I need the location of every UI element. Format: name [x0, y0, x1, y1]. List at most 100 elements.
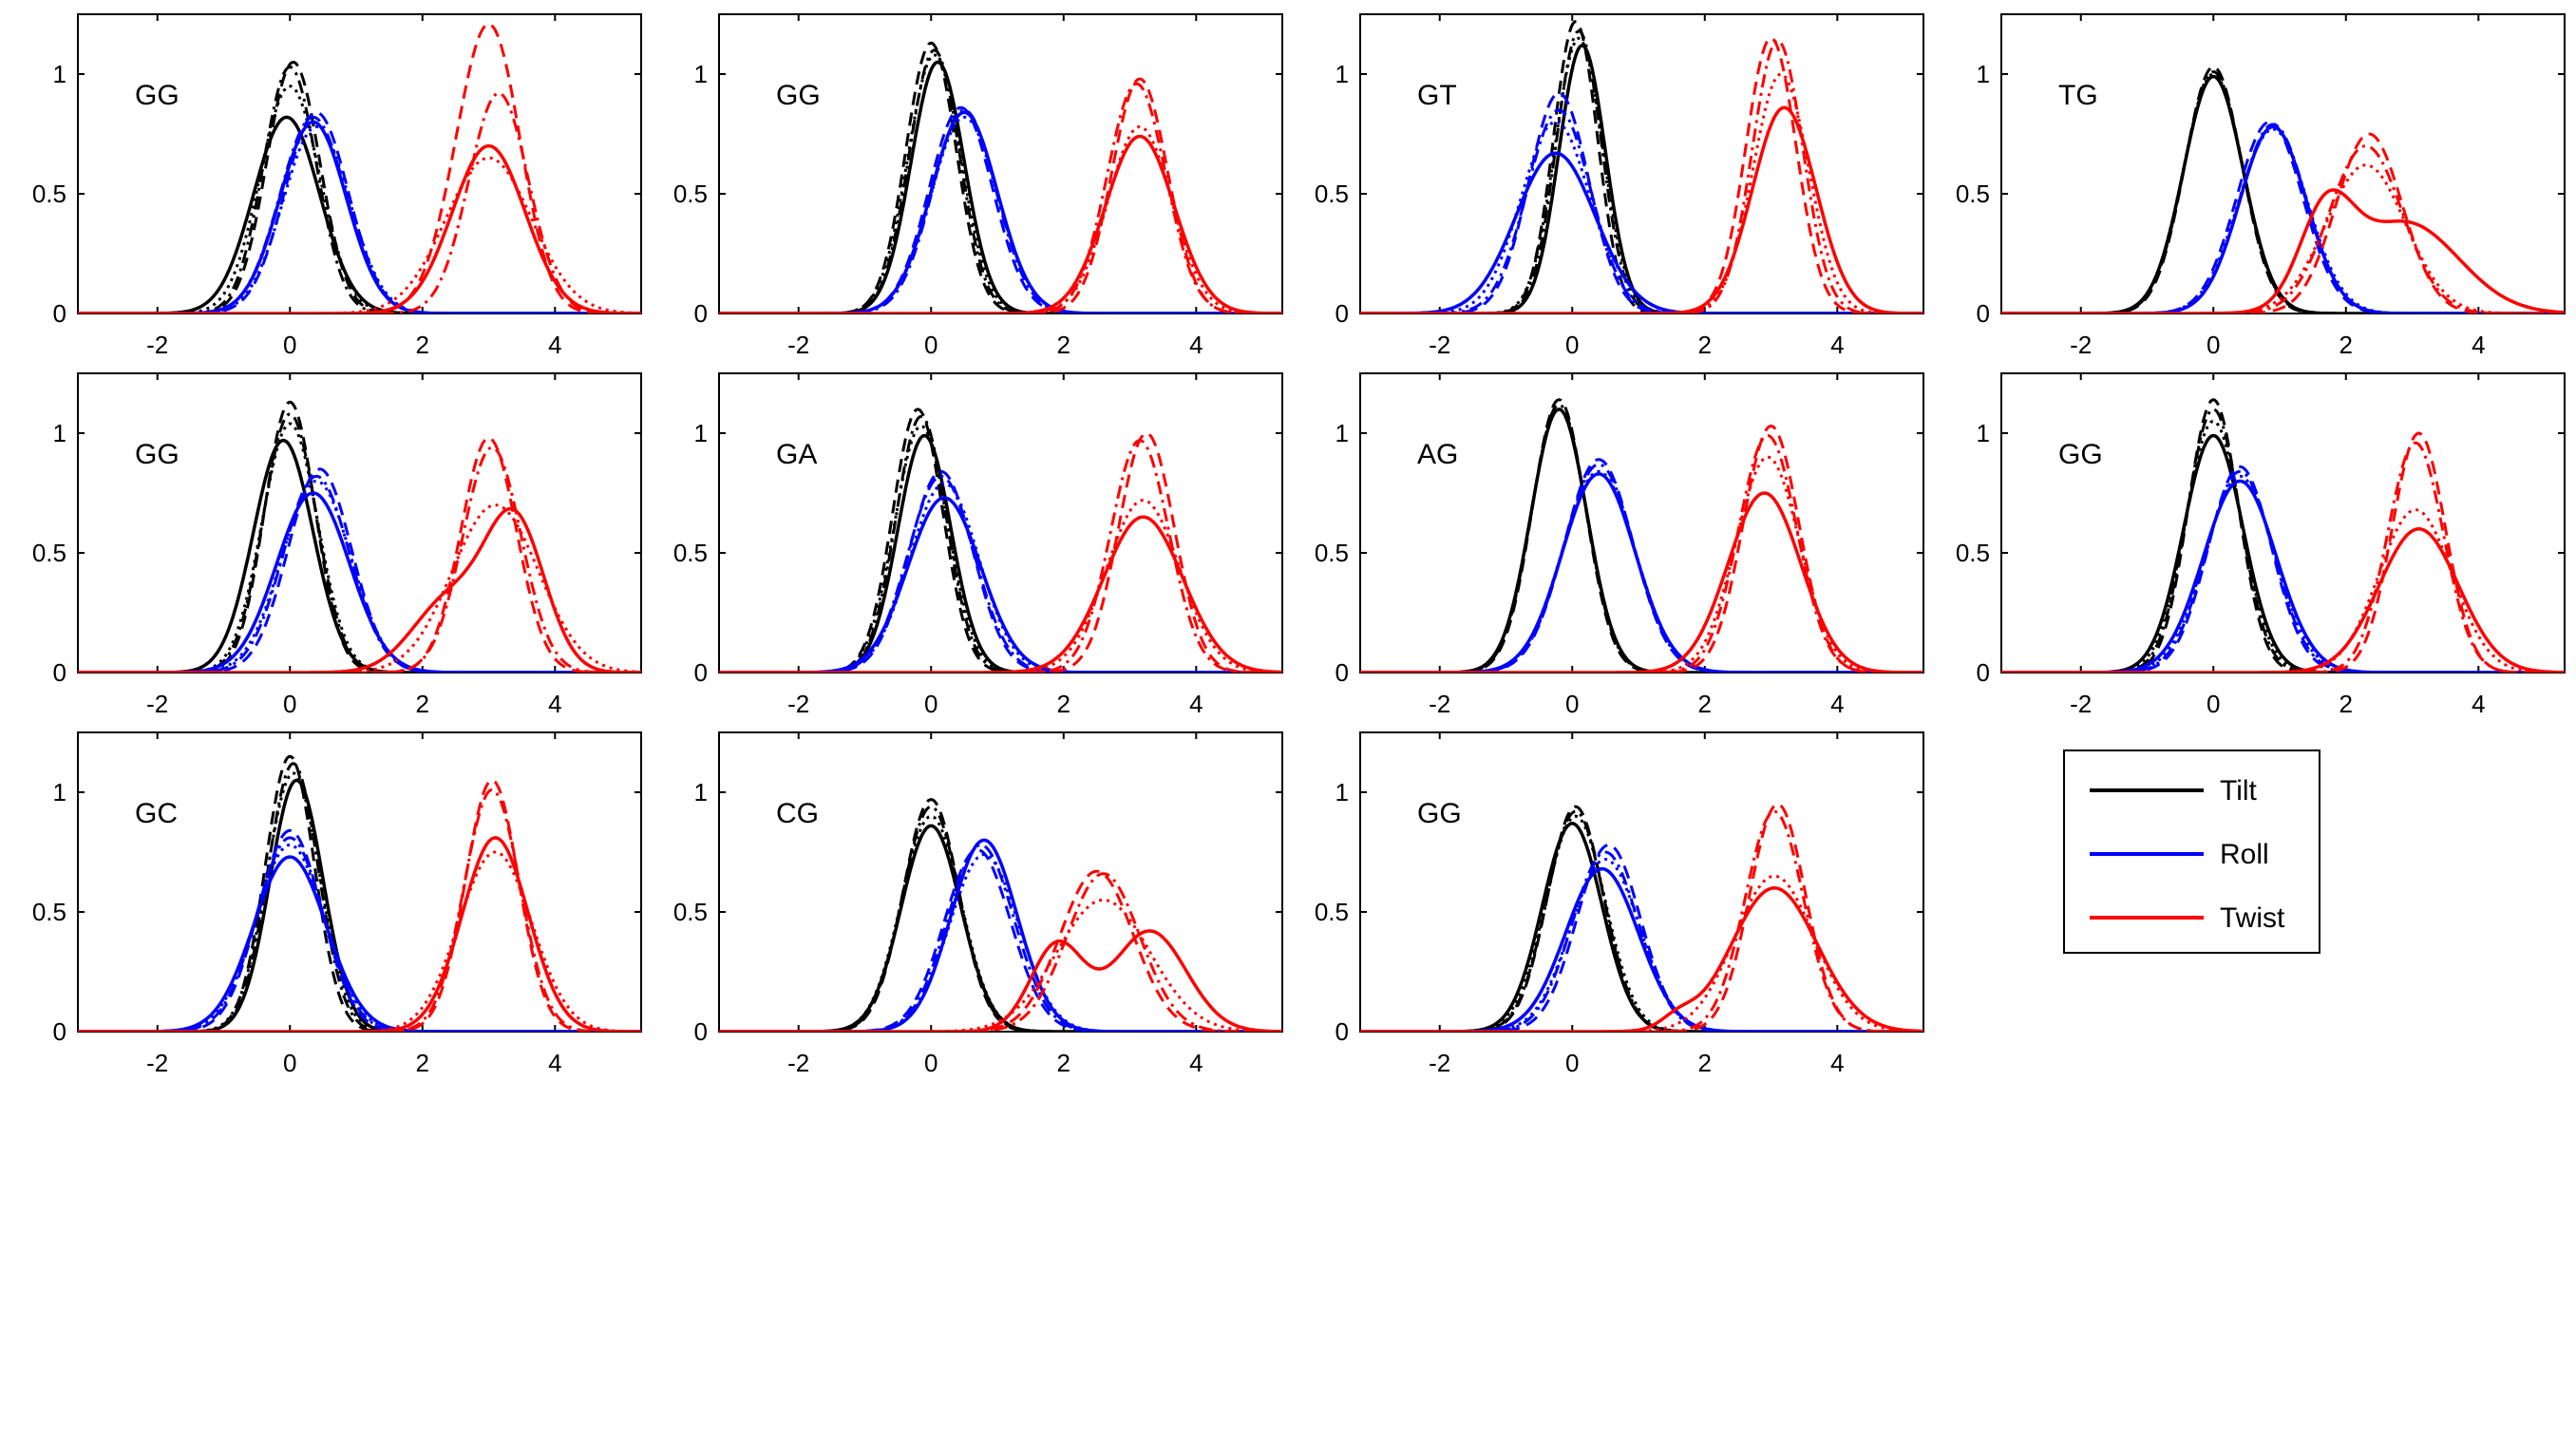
twist-dotted-curve — [2001, 508, 2565, 673]
y-tick-label: 0 — [1335, 658, 1349, 687]
tilt-dotted-curve — [719, 53, 1282, 313]
tilt-solid-curve — [78, 778, 641, 1032]
y-tick-label: 0 — [53, 1017, 66, 1046]
x-tick-label: 4 — [548, 690, 561, 718]
curves — [78, 400, 641, 673]
y-tick-label: 0.5 — [1315, 539, 1349, 567]
x-tick-label: 2 — [1698, 331, 1712, 359]
axes-frame — [77, 731, 642, 1033]
x-tick-label: 2 — [416, 690, 429, 718]
y-tick-label: 0.5 — [1956, 539, 1990, 567]
x-tick-label: 2 — [2339, 331, 2353, 359]
twist-solid-curve — [78, 836, 641, 1032]
axes-frame — [718, 731, 1283, 1033]
twist-dashdot-curve — [1360, 434, 1923, 673]
panel-9: -2 0 2 4 0 0.5 1 GC — [32, 731, 642, 1077]
x-tick-label: -2 — [2070, 690, 2092, 718]
twist-solid-curve — [1360, 886, 1923, 1032]
twist-dashdot-curve — [78, 787, 641, 1032]
x-tick-label: 2 — [1698, 690, 1712, 718]
x-tick-label: -2 — [146, 1049, 168, 1077]
y-tick-label: 0.5 — [32, 898, 66, 926]
roll-solid-curve — [2001, 124, 2565, 313]
x-tick-label: 0 — [283, 331, 296, 359]
x-tick-label: 2 — [416, 331, 429, 359]
y-tick-label: 0 — [53, 658, 66, 687]
panel-7: -2 0 2 4 0 0.5 1 AG — [1315, 372, 1924, 718]
x-tick-label: 4 — [1830, 331, 1844, 359]
panel-label: AG — [1417, 439, 1458, 470]
tilt-dotted-curve — [78, 771, 641, 1032]
axes-frame — [77, 372, 642, 674]
axes-frame — [2000, 372, 2566, 674]
panel-label: GG — [135, 439, 180, 470]
x-tick-label: -2 — [787, 1049, 809, 1077]
tilt-dashed-curve — [1360, 20, 1923, 313]
x-tick-label: 4 — [2472, 690, 2485, 718]
x-tick-label: -2 — [787, 690, 809, 718]
y-tick-label: 0.5 — [32, 539, 66, 567]
y-tick-label: 0.5 — [673, 180, 708, 208]
tilt-dashdot-curve — [78, 412, 641, 673]
x-tick-label: 2 — [1057, 1049, 1070, 1077]
panel-label: GG — [1417, 798, 1462, 829]
x-tick-label: -2 — [146, 331, 168, 359]
x-tick-label: 0 — [2207, 331, 2220, 359]
twist-dotted-curve — [1360, 455, 1923, 673]
panel-label: GG — [2058, 439, 2103, 470]
roll-dotted-curve — [1360, 120, 1923, 313]
y-tick-label: 0 — [53, 299, 66, 328]
twist-dotted-curve — [78, 850, 641, 1032]
panel-10: -2 0 2 4 0 0.5 1 CG — [673, 731, 1283, 1077]
x-tick-label: -2 — [1429, 690, 1450, 718]
roll-dashed-curve — [78, 110, 641, 313]
twist-dotted-curve — [78, 156, 641, 313]
curves — [719, 798, 1282, 1032]
y-tick-label: 1 — [694, 60, 708, 88]
x-tick-label: 2 — [1057, 690, 1070, 718]
twist-dashed-curve — [719, 869, 1282, 1032]
panel-label: GG — [135, 80, 180, 111]
x-tick-label: 4 — [1189, 331, 1203, 359]
roll-solid-curve — [719, 110, 1282, 313]
panel-label: GT — [1417, 80, 1457, 111]
roll-solid-curve — [719, 838, 1282, 1032]
x-tick-label: 0 — [2207, 690, 2220, 718]
panel-11: -2 0 2 4 0 0.5 1 GG — [1315, 731, 1924, 1077]
x-tick-label: 0 — [283, 690, 296, 718]
roll-dashdot-curve — [2001, 123, 2565, 313]
roll-dotted-curve — [719, 115, 1282, 313]
panel-6: -2 0 2 4 0 0.5 1 GA — [673, 372, 1283, 718]
x-tick-label: 4 — [548, 1049, 561, 1077]
curves — [719, 408, 1282, 673]
y-tick-label: 1 — [1335, 778, 1349, 806]
panel-3: -2 0 2 4 0 0.5 1 GT — [1315, 13, 1924, 359]
tilt-solid-curve — [719, 433, 1282, 673]
twist-dashdot-curve — [78, 91, 641, 313]
y-tick-label: 1 — [1335, 419, 1349, 447]
y-tick-label: 1 — [53, 419, 66, 447]
twist-dashed-curve — [1360, 803, 1923, 1032]
panel-8: -2 0 2 4 0 0.5 1 GG — [1956, 372, 2566, 718]
x-tick-label: 0 — [924, 690, 938, 718]
y-tick-label: 1 — [53, 60, 66, 88]
twist-solid-curve — [719, 929, 1282, 1032]
tilt-dashed-curve — [78, 754, 641, 1032]
y-tick-label: 1 — [1335, 60, 1349, 88]
twist-dashdot-curve — [2001, 144, 2565, 313]
x-tick-label: 2 — [2339, 690, 2353, 718]
tilt-solid-curve — [719, 60, 1282, 313]
y-tick-label: 0.5 — [1315, 898, 1349, 926]
panel-4: -2 0 2 4 0 0.5 1 TG — [1956, 13, 2566, 359]
x-tick-label: 2 — [1057, 331, 1070, 359]
x-tick-label: 2 — [416, 1049, 429, 1077]
curves — [2001, 65, 2565, 313]
y-tick-label: 1 — [1977, 60, 1990, 88]
twist-dotted-curve — [719, 898, 1282, 1032]
twist-dashed-curve — [1360, 36, 1923, 313]
tilt-dashed-curve — [78, 60, 641, 313]
y-tick-label: 0 — [694, 1017, 708, 1046]
y-tick-label: 0 — [694, 658, 708, 687]
y-tick-label: 0 — [1335, 1017, 1349, 1046]
